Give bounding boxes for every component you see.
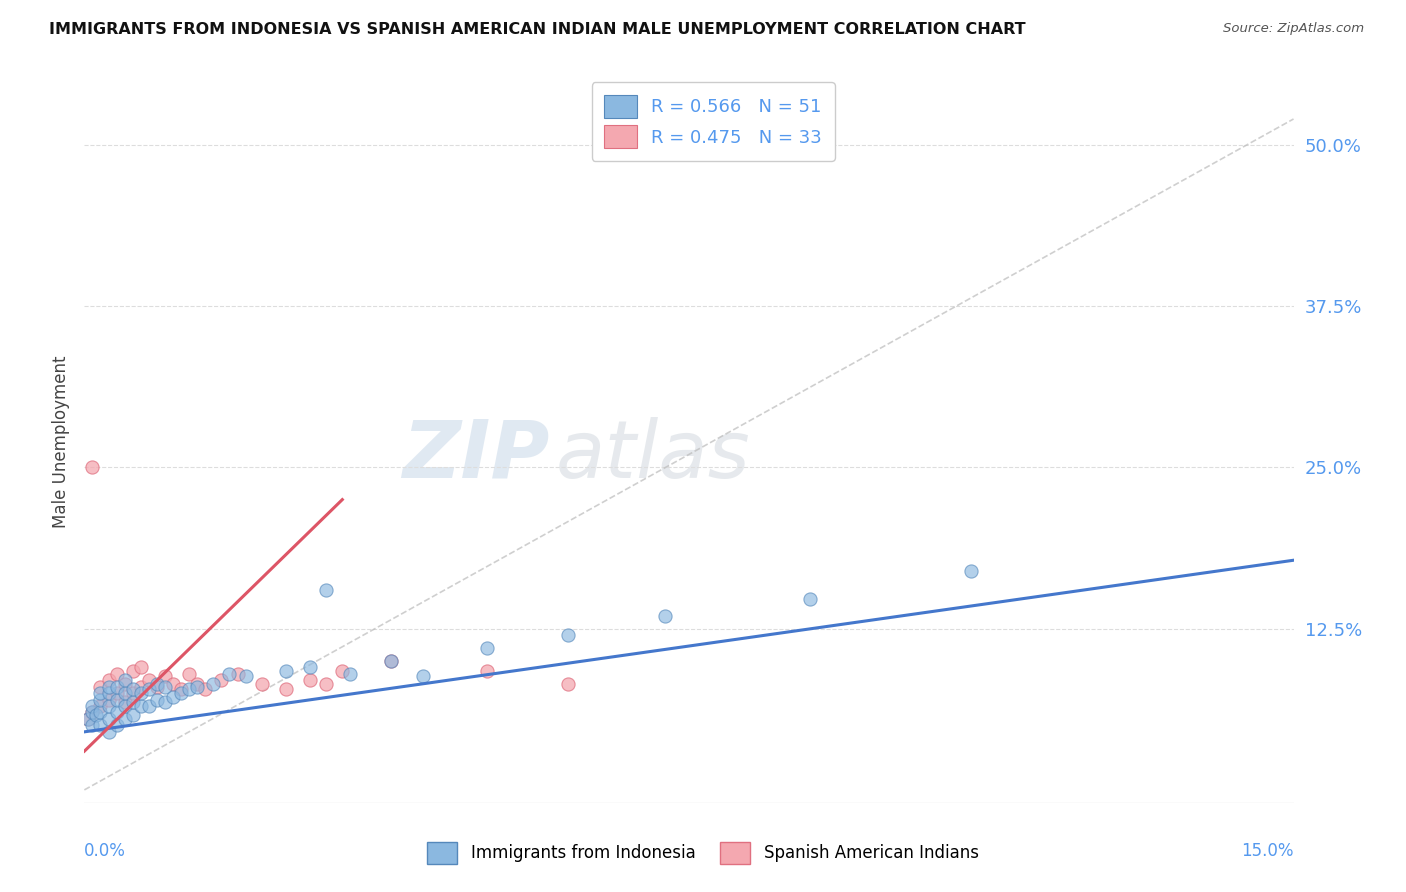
Point — [97, 680, 120, 694]
Point — [89, 706, 111, 720]
Point — [97, 692, 120, 706]
Point — [186, 677, 208, 691]
Point — [121, 695, 143, 709]
Point — [477, 664, 499, 678]
Point — [557, 677, 579, 691]
Point — [153, 669, 176, 683]
Point — [114, 712, 136, 726]
Point — [274, 682, 297, 697]
Point — [654, 608, 676, 623]
Point — [170, 686, 193, 700]
Point — [97, 673, 120, 688]
Point — [412, 669, 434, 683]
Point — [274, 664, 297, 678]
Point — [179, 682, 201, 697]
Point — [89, 692, 111, 706]
Point — [162, 690, 184, 704]
Point — [129, 686, 152, 700]
Point — [330, 664, 353, 678]
Point — [250, 677, 273, 691]
Point — [114, 699, 136, 714]
Text: IMMIGRANTS FROM INDONESIA VS SPANISH AMERICAN INDIAN MALE UNEMPLOYMENT CORRELATI: IMMIGRANTS FROM INDONESIA VS SPANISH AME… — [49, 22, 1026, 37]
Point — [179, 666, 201, 681]
Text: 0.0%: 0.0% — [84, 842, 127, 860]
Point — [105, 718, 128, 732]
Point — [146, 680, 169, 694]
Point — [226, 666, 249, 681]
Point — [121, 682, 143, 697]
Text: atlas: atlas — [555, 417, 751, 495]
Point — [89, 680, 111, 694]
Point — [799, 591, 821, 606]
Point — [557, 628, 579, 642]
Point — [202, 677, 225, 691]
Point — [105, 666, 128, 681]
Point — [82, 718, 104, 732]
Point — [146, 692, 169, 706]
Point — [89, 699, 111, 714]
Point — [315, 582, 337, 597]
Point — [129, 680, 152, 694]
Point — [82, 706, 104, 720]
Point — [477, 640, 499, 655]
Point — [121, 664, 143, 678]
Point — [97, 699, 120, 714]
Point — [97, 712, 120, 726]
Point — [82, 460, 104, 475]
Point — [114, 677, 136, 691]
Point — [146, 677, 169, 691]
Point — [89, 686, 111, 700]
Point — [97, 724, 120, 739]
Point — [114, 673, 136, 688]
Point — [235, 669, 257, 683]
Point — [218, 666, 240, 681]
Point — [105, 692, 128, 706]
Point — [86, 708, 108, 723]
Point — [299, 660, 322, 674]
Legend: R = 0.566   N = 51, R = 0.475   N = 33: R = 0.566 N = 51, R = 0.475 N = 33 — [592, 82, 835, 161]
Point — [82, 706, 104, 720]
Point — [153, 680, 176, 694]
Point — [77, 712, 100, 726]
Point — [129, 699, 152, 714]
Point — [315, 677, 337, 691]
Point — [299, 673, 322, 688]
Point — [121, 686, 143, 700]
Point — [380, 654, 402, 668]
Point — [114, 686, 136, 700]
Legend: Immigrants from Indonesia, Spanish American Indians: Immigrants from Indonesia, Spanish Ameri… — [420, 836, 986, 871]
Point — [194, 682, 217, 697]
Point — [960, 564, 983, 578]
Point — [186, 680, 208, 694]
Point — [129, 660, 152, 674]
Point — [138, 673, 160, 688]
Point — [82, 699, 104, 714]
Point — [380, 654, 402, 668]
Point — [138, 699, 160, 714]
Point — [105, 686, 128, 700]
Y-axis label: Male Unemployment: Male Unemployment — [52, 355, 70, 528]
Text: Source: ZipAtlas.com: Source: ZipAtlas.com — [1223, 22, 1364, 36]
Text: 15.0%: 15.0% — [1241, 842, 1294, 860]
Point — [121, 708, 143, 723]
Point — [77, 712, 100, 726]
Point — [339, 666, 361, 681]
Text: ZIP: ZIP — [402, 417, 550, 495]
Point — [114, 695, 136, 709]
Point — [209, 673, 232, 688]
Point — [170, 682, 193, 697]
Point — [97, 686, 120, 700]
Point — [162, 677, 184, 691]
Point — [105, 706, 128, 720]
Point — [153, 695, 176, 709]
Point — [138, 682, 160, 697]
Point — [105, 680, 128, 694]
Point — [89, 718, 111, 732]
